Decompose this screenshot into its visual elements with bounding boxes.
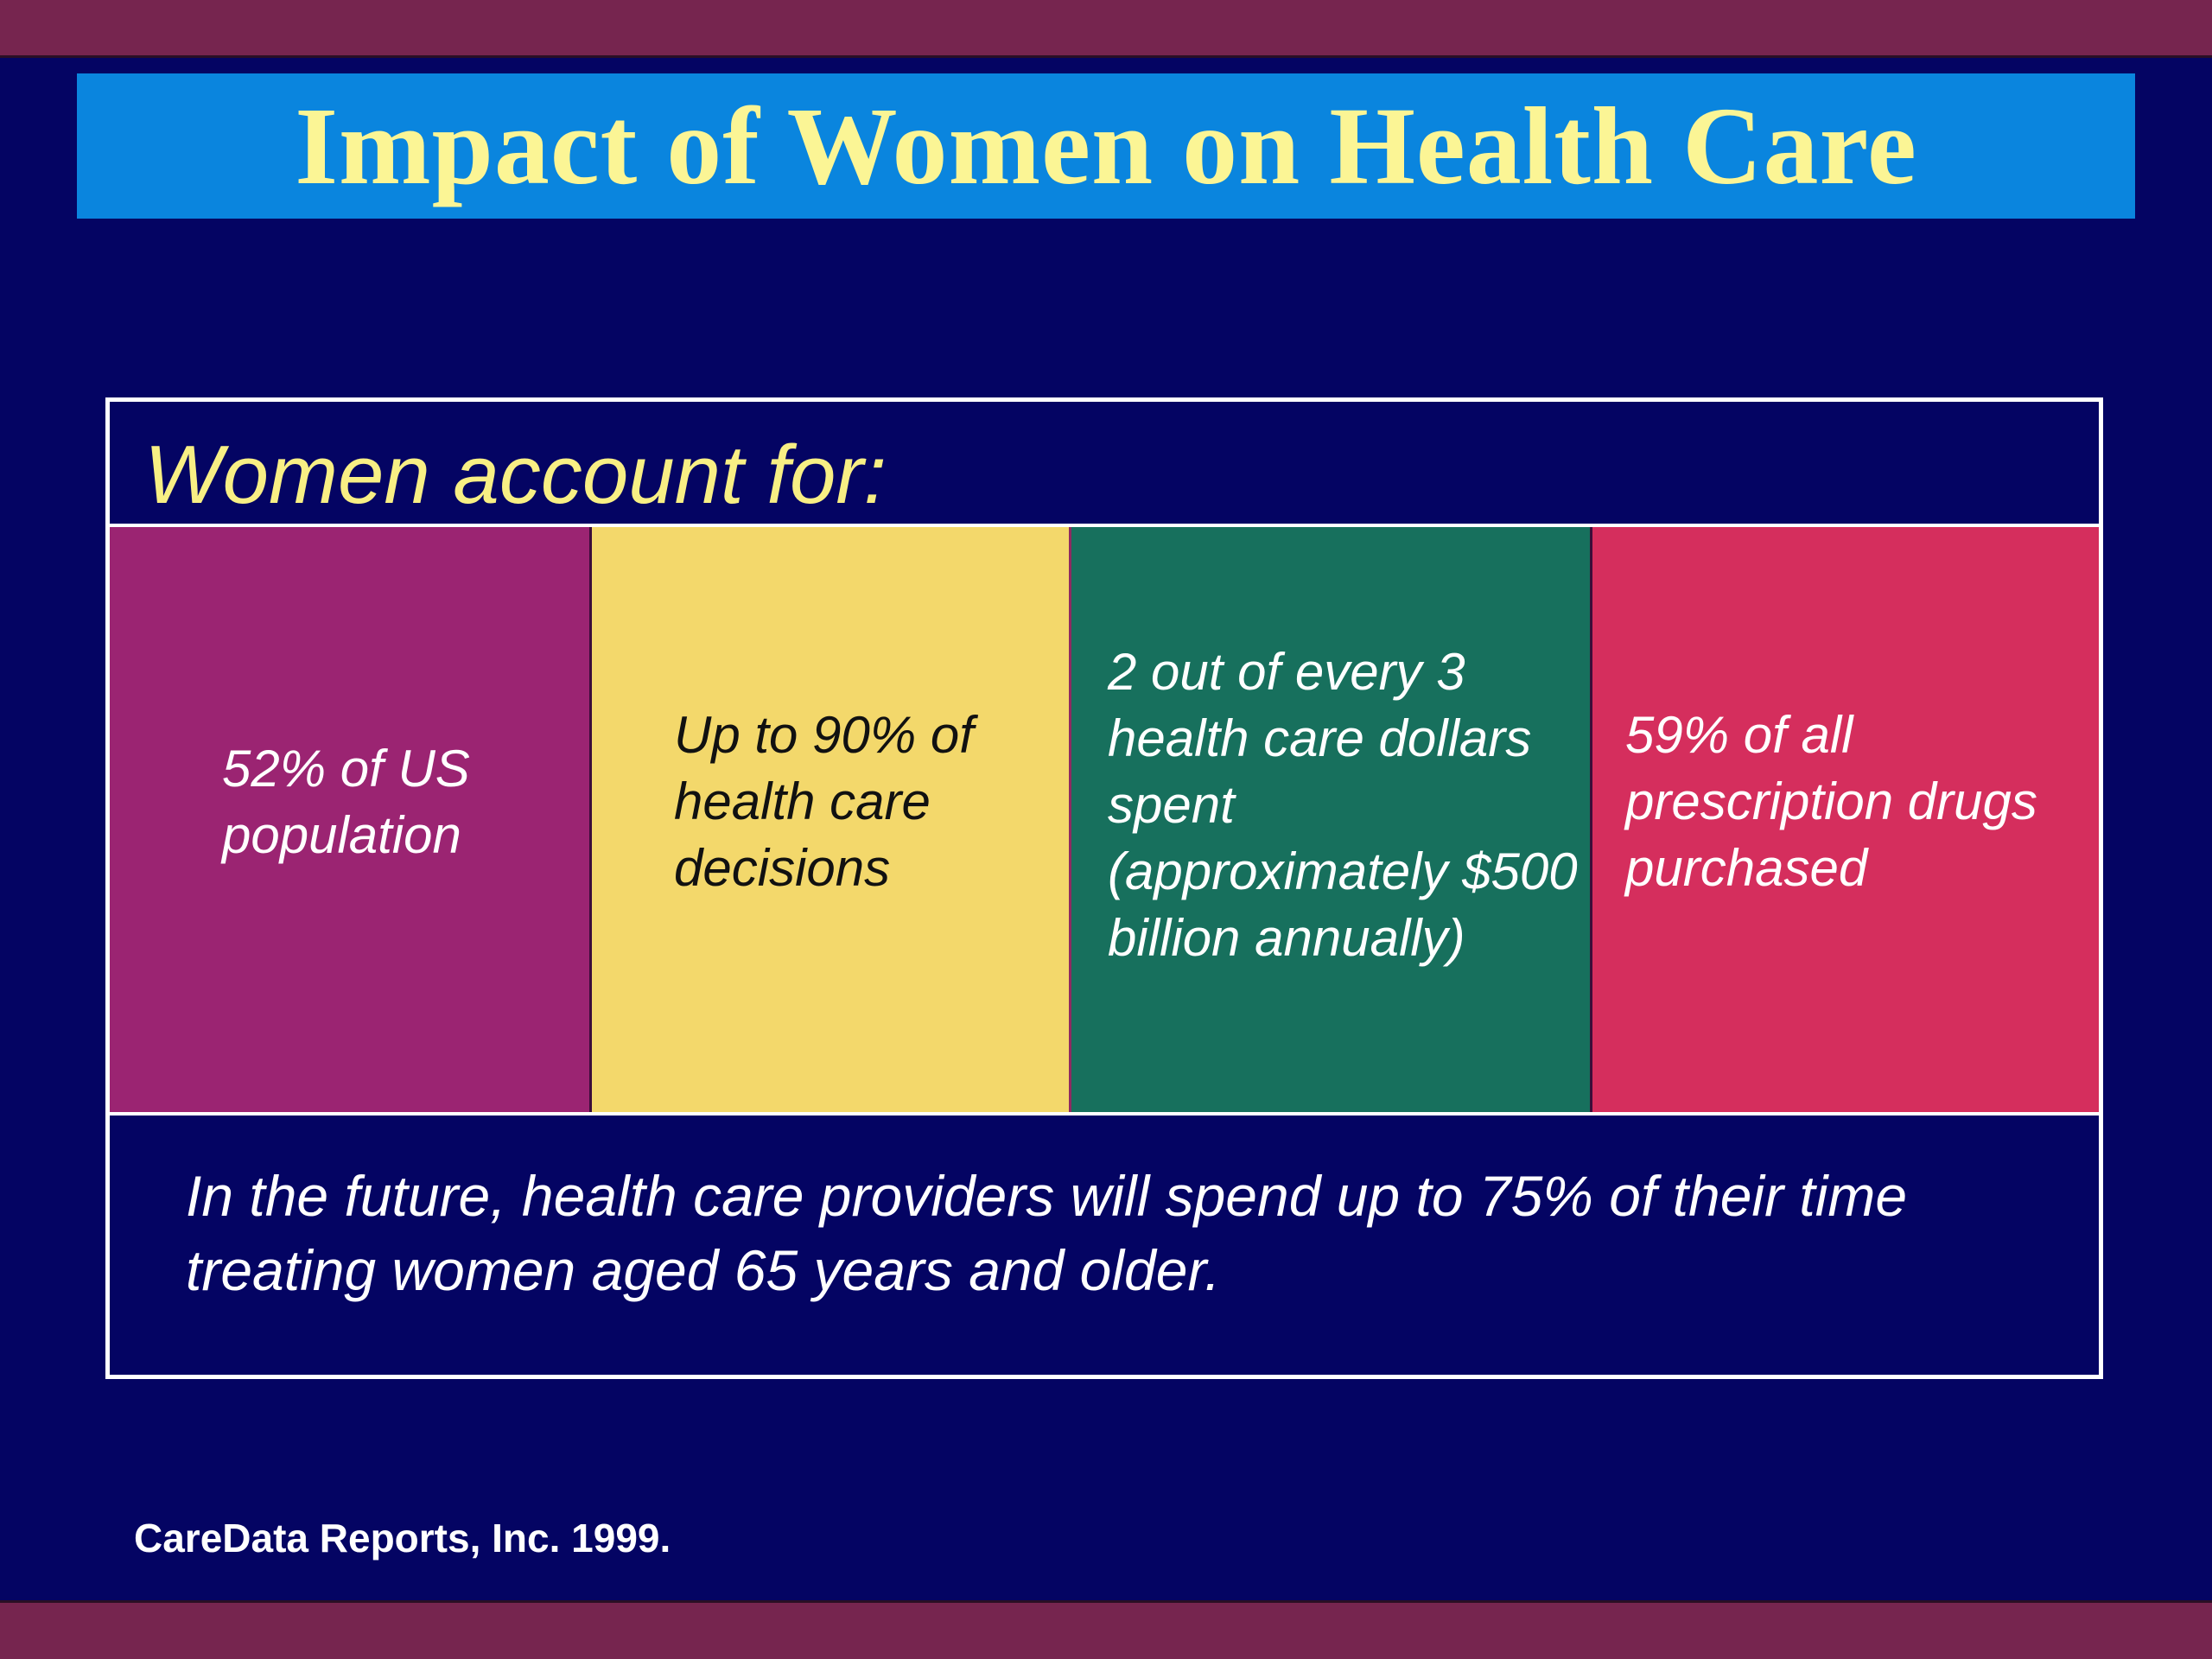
source-citation: CareData Reports, Inc. 1999. bbox=[134, 1516, 671, 1560]
stat-cell-text: Up to 90% of health care decisions bbox=[674, 706, 974, 897]
stat-cell-prescriptions: 59% of all prescription drugs purchased bbox=[1592, 527, 2099, 1112]
top-accent-bar bbox=[0, 0, 2212, 58]
content-frame: Women account for: 52% of US population … bbox=[105, 397, 2103, 1379]
stat-cell-dollars: 2 out of every 3 health care dollars spe… bbox=[1071, 527, 1592, 1112]
title-band: Impact of Women on Health Care bbox=[77, 73, 2135, 219]
frame-footer: In the future, health care providers wil… bbox=[110, 1112, 2099, 1376]
stat-cells: 52% of US population Up to 90% of health… bbox=[110, 527, 2099, 1112]
footer-statement: In the future, health care providers wil… bbox=[186, 1164, 1908, 1302]
bottom-accent-bar bbox=[0, 1600, 2212, 1659]
frame-heading: Women account for: bbox=[144, 429, 887, 521]
stat-cell-population: 52% of US population bbox=[110, 527, 592, 1112]
stat-cell-text: 52% of US population bbox=[222, 739, 470, 864]
stat-cell-text: 59% of all prescription drugs purchased bbox=[1625, 706, 2037, 897]
stat-cell-decisions: Up to 90% of health care decisions bbox=[592, 527, 1071, 1112]
stat-cell-text: 2 out of every 3 health care dollars spe… bbox=[1108, 643, 1578, 967]
slide-title: Impact of Women on Health Care bbox=[295, 84, 1917, 207]
frame-header: Women account for: bbox=[110, 402, 2099, 527]
